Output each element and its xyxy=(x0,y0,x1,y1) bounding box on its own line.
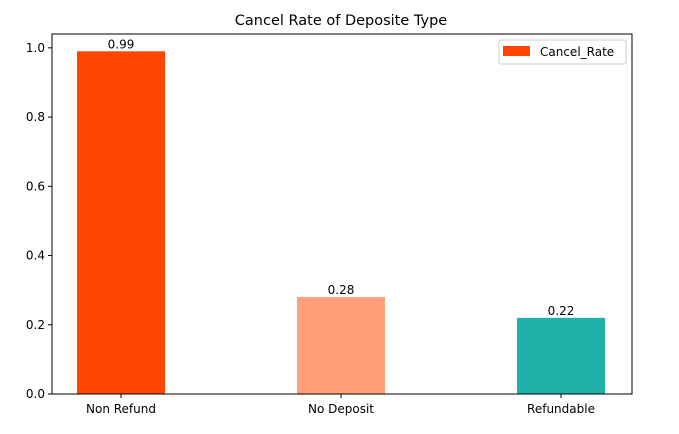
bar-value-label: 0.22 xyxy=(548,304,575,318)
chart-title: Cancel Rate of Deposite Type xyxy=(235,13,448,29)
y-tick-label: 0.4 xyxy=(26,249,45,263)
y-tick-label: 0.0 xyxy=(26,387,45,401)
bar-refundable xyxy=(517,317,605,394)
x-tick-label: Non Refund xyxy=(86,402,156,416)
y-tick-label: 0.8 xyxy=(26,110,45,124)
legend: Cancel_Rate xyxy=(498,39,627,65)
y-tick-label: 0.6 xyxy=(26,179,45,193)
y-tick-label: 0.2 xyxy=(26,318,45,332)
bar-value-label: 0.99 xyxy=(108,37,135,51)
legend-label: Cancel_Rate xyxy=(540,45,614,59)
bar-no-deposit xyxy=(297,297,385,394)
legend-swatch xyxy=(503,46,530,56)
bar-value-label: 0.28 xyxy=(328,283,355,297)
x-tick-label: No Deposit xyxy=(308,402,374,416)
y-tick-label: 1.0 xyxy=(26,41,45,55)
bar-non-refund xyxy=(77,51,165,395)
axes-frame xyxy=(51,33,633,395)
legend-box xyxy=(498,39,627,65)
plot-area: 0.0 0.2 0.4 0.6 0.8 1.0 0.99 Non Refund 0.28 No D… xyxy=(26,37,605,416)
x-tick-label: Refundable xyxy=(527,402,595,416)
